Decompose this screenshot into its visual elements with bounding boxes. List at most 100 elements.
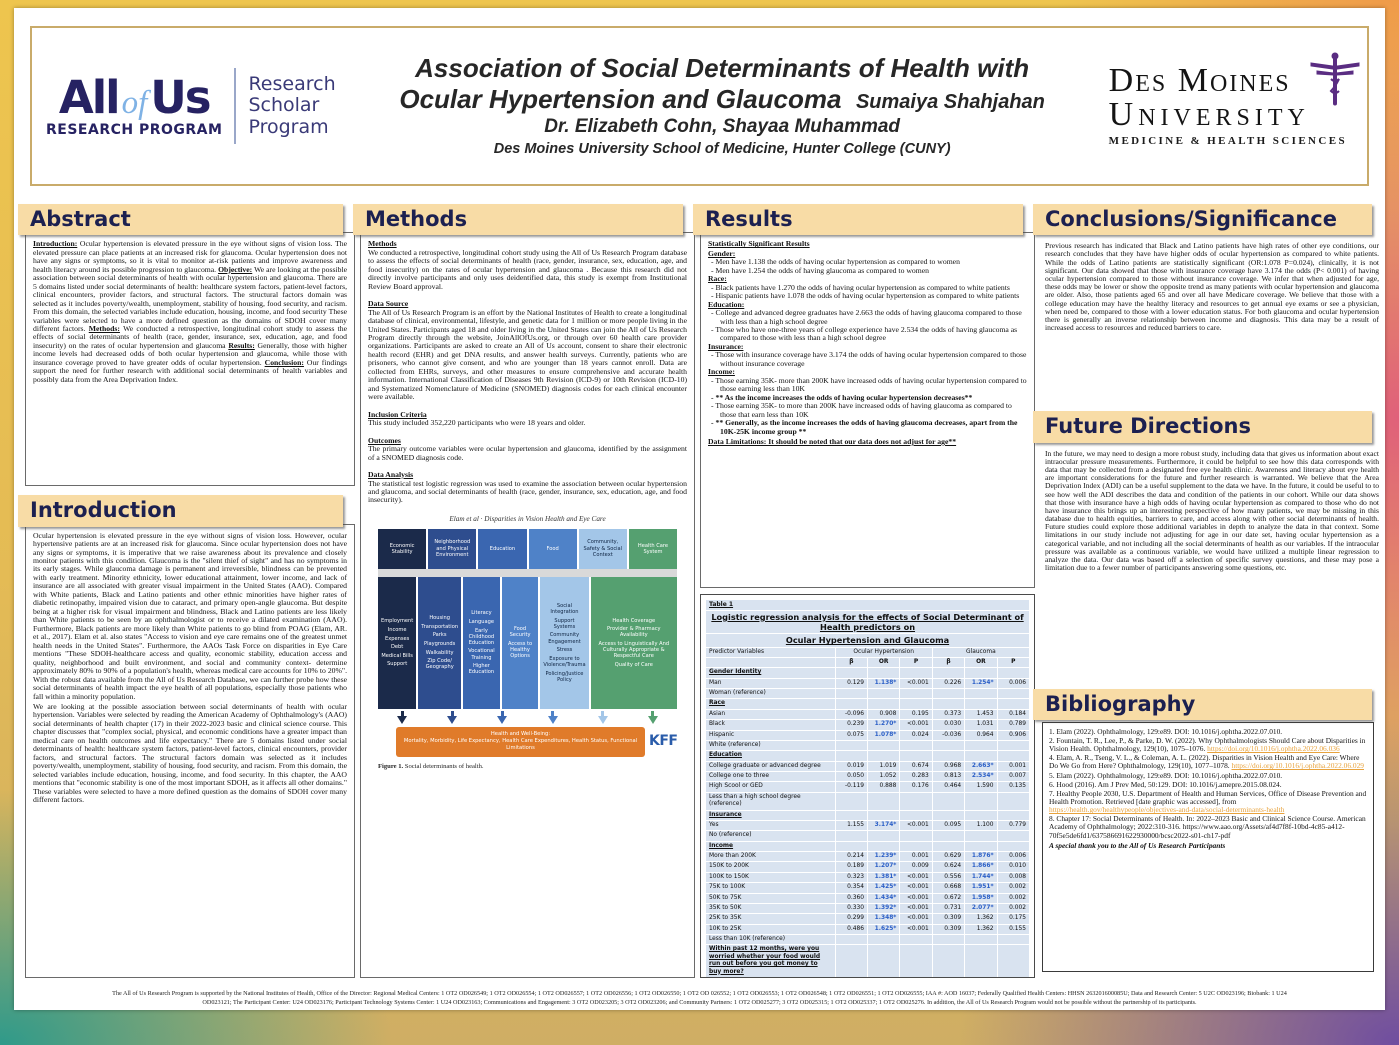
section-heading-bibliography: Bibliography (1033, 688, 1372, 720)
abstract-label: Methods: (88, 323, 120, 333)
methods-block: Data Source The All of Us Research Progra… (368, 299, 687, 402)
table-row: 25K to 35K 0.299 1.348* <0.001 0.309 1.362 0.1… (705, 913, 1031, 925)
table-row: 100K to 150K 0.323 1.381* <0.001 0.556 1.744*… (705, 871, 1031, 884)
poster-title-line1: Association of Social Determinants of He… (415, 52, 1030, 83)
figure-item: Income (387, 626, 407, 633)
results-group-label: Insurance: (708, 341, 744, 351)
methods-subheading: Outcomes (368, 435, 401, 445)
figure-domain-header: Economic Stability (378, 528, 427, 569)
table-row: High Scool or GED -0.119 0.888 0.176 0.464 1.… (705, 781, 1031, 793)
table-row: Often true-0.2530.7760.214-1.0540.3480.0… (705, 976, 1031, 978)
figure-item: Zip Code/ Geography (425, 658, 454, 671)
introduction-text: Ocular hypertension is elevated pressure… (25, 523, 355, 978)
reference-link[interactable]: https://health.gov/healthypeople/objecti… (1049, 805, 1285, 815)
methods-paragraph: The All of Us Research Program is an eff… (368, 307, 687, 402)
introduction-paragraph: Ocular hypertension is elevated pressure… (33, 530, 347, 701)
figure-item: Access to Linguistically And Culturally … (598, 641, 670, 660)
methods-body: Methods We conducted a retrospective, lon… (360, 232, 695, 978)
funding-footer: The All of Us Research Program is suppor… (112, 990, 1287, 1007)
result-bullet: - Those who have one-three years of coll… (711, 324, 1018, 343)
figure-item: Medical Bills (381, 652, 413, 659)
figure-domain-items: Food Security Access to Healthy Options (501, 576, 539, 709)
allofus-logo-subtitle: RESEARCH PROGRAM (46, 121, 223, 138)
table-row: 35K to 50K 0.330 1.392* <0.001 0.731 2.077* 0.… (705, 902, 1031, 915)
allofus-logo-of: of (121, 84, 148, 121)
table-row: 150K to 200K 0.189 1.207* 0.009 0.624 1.866* 0… (705, 861, 1031, 873)
data-limitations-note: Data Limitations: It should be noted tha… (708, 437, 957, 447)
table-row: Black 0.239 1.270* <0.001 0.030 1.031 0.789 (705, 719, 1031, 731)
figure-divider-band (378, 568, 677, 577)
table-row: Yes 1.155 3.174* <0.001 0.095 1.100 0.779 (705, 819, 1031, 832)
table-row: No (reference) (705, 830, 1031, 842)
figure-domain-items: Literacy Language Early Childhood Educatio… (463, 576, 500, 709)
dmu-line1: Des Moines (1108, 61, 1291, 99)
wellbeing-row: Health and Well-Being: Mortality, Morbidi… (378, 726, 678, 757)
table-row: Within past 12 months, were you worried … (705, 944, 1031, 978)
kff-logo: KFF (649, 733, 678, 750)
table-row: Gender Identity (705, 667, 1031, 679)
methods-block: Outcomes The primary outcome variables we… (368, 435, 687, 462)
figure-item: Expenses (385, 635, 410, 642)
table-row: College graduate or advanced degree 0.019… (705, 760, 1031, 773)
allofus-logo: AllofUs RESEARCH PROGRAM Research Schola… (46, 68, 336, 144)
results-group-label: Education: (708, 299, 745, 309)
result-bullet: - College and advanced degree graduates … (711, 308, 1022, 326)
poster: AllofUs RESEARCH PROGRAM Research Schola… (14, 8, 1385, 1010)
figure-domain-header: Food (528, 528, 577, 569)
result-bullet: - ** Generally, as the income increases … (711, 418, 1018, 436)
section-heading-future-directions: Future Directions (1033, 411, 1372, 443)
figure-item: Literacy (471, 610, 492, 617)
methods-paragraph: The statistical test logistic regression… (368, 478, 687, 505)
abstract-label: Conclusion: (264, 357, 304, 367)
figure-domain-items: Employment Income Expenses Debt Medical Bill… (378, 576, 417, 709)
table-row: Asian -0.096 0.908 0.195 0.373 1.453 0.184 (705, 708, 1031, 721)
figure-body-row: Employment Income Expenses Debt Medical Bill… (378, 576, 677, 709)
figure-1: Elam et al · Disparities in Vision Healt… (368, 513, 687, 772)
figure-item: Support (387, 661, 408, 668)
figure-item: Exposure to Violence/Trauma (543, 655, 586, 668)
abstract-text: Introduction: Ocular hypertension is ele… (25, 232, 355, 487)
caduceus-icon (1310, 52, 1360, 105)
results-group-label: Race: (708, 274, 727, 284)
table-row: Race (705, 698, 1031, 710)
reference-entry: 5. Elam (2022). Ophthalmology, 129:e89. … (1049, 770, 1283, 780)
figure-item: Parks (432, 632, 447, 639)
reference-link[interactable]: https://doi.org/10.1016/j.ophtha.2022.06… (1207, 744, 1340, 754)
allofus-logo-all: All (58, 70, 121, 124)
table-row: Less than 10K (reference) (705, 934, 1031, 946)
reference-link[interactable]: https://doi.org/10.1016/j.ophtha.2022.06… (1231, 761, 1365, 771)
abstract-label: Objective: (218, 264, 253, 274)
results-group-label: Income: (708, 367, 735, 377)
figure-item: Access to Healthy Options (507, 641, 533, 660)
figure-item: Playgrounds (424, 641, 456, 648)
reference-entry: 8. Chapter 17: Social Determinants of He… (1049, 814, 1366, 840)
figure-item: Walkability (425, 649, 454, 656)
figure-item: Food Security (509, 626, 531, 639)
figure-domain-header: Neighborhood and Physical Environment (428, 528, 477, 569)
health-wellbeing-bar: Health and Well-Being: Mortality, Morbidi… (396, 726, 645, 757)
author-primary: Sumaiya Shahjahan (855, 90, 1045, 113)
methods-subheading: Data Source (368, 299, 409, 309)
poster-header: AllofUs RESEARCH PROGRAM Research Schola… (30, 26, 1369, 186)
allofus-logo-us: Us (150, 70, 211, 124)
figure-domain-items: Housing Transportation Parks Playgrounds Wal… (418, 576, 462, 709)
reference-entry: 7. Healthy People 2030, U.S. Department … (1049, 788, 1367, 815)
table-row: Table 1 (705, 599, 1030, 611)
table-row: Insurance (705, 809, 1031, 821)
table-row: Man 0.129 1.138* <0.001 0.226 1.254* 0.006 (705, 677, 1031, 690)
logo-divider (234, 68, 237, 144)
results-text: Statistically Significant Results Gender:… (700, 232, 1035, 589)
down-arrow-icon (579, 710, 627, 724)
poster-title-line2: Ocular Hypertension and Glaucoma Sumaiya… (399, 83, 1045, 114)
title-block: Association of Social Determinants of He… (336, 53, 1109, 159)
figure-item: Policing/Justice Policy (545, 670, 584, 683)
table-row: College one to three 0.050 1.052 0.283 0.813… (705, 771, 1031, 783)
table-row: Ocular Hypertension and Glaucoma (705, 633, 1030, 648)
down-arrow-icon (478, 710, 526, 724)
regression-table-box: Table 1 Logistic regression analysis for … (700, 594, 1035, 978)
affiliation-line: Des Moines University School of Medicine… (493, 140, 951, 157)
figure-item: Stress (556, 647, 573, 654)
figure-item: Employment (381, 618, 414, 625)
abstract-label: Results: (228, 340, 255, 350)
methods-paragraph: The primary outcome variables were ocula… (368, 444, 687, 462)
